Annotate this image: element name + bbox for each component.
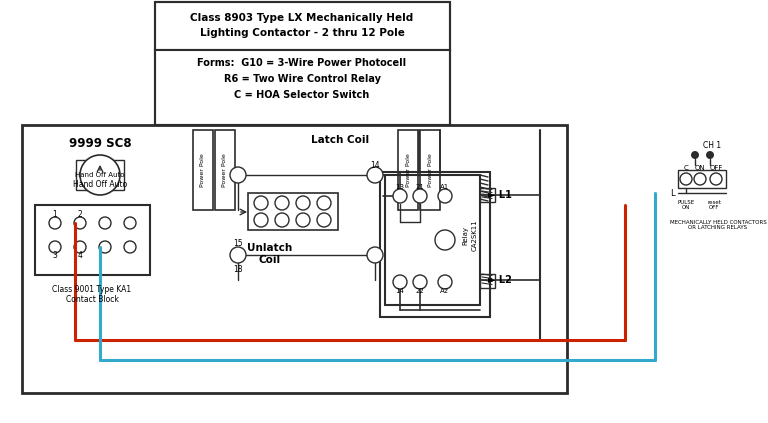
Text: C = HOA Selector Switch: C = HOA Selector Switch (234, 90, 369, 100)
Bar (398, 130, 418, 210)
Bar (480, 274, 495, 288)
Circle shape (317, 213, 331, 227)
Bar (248, 193, 338, 230)
Bar (420, 130, 440, 210)
Text: L: L (670, 189, 675, 198)
Text: 3: 3 (52, 252, 58, 261)
Bar (155, 2, 450, 50)
Bar (678, 170, 726, 188)
Text: 13: 13 (396, 184, 405, 190)
Text: R6 = Two Wire Control Relay: R6 = Two Wire Control Relay (223, 74, 380, 84)
Text: Power Pole: Power Pole (200, 153, 206, 187)
Circle shape (706, 151, 714, 159)
Bar (22, 125, 567, 393)
Text: OFF: OFF (710, 165, 723, 171)
Text: Power Pole: Power Pole (406, 153, 411, 187)
Circle shape (413, 189, 427, 203)
Text: MECHANICALLY HELD CONTACTORS
OR LATCHING RELAYS: MECHANICALLY HELD CONTACTORS OR LATCHING… (670, 220, 766, 231)
Text: Latch Coil: Latch Coil (311, 135, 369, 145)
Text: ON: ON (695, 165, 705, 171)
Text: 14: 14 (370, 160, 380, 170)
Circle shape (438, 275, 452, 289)
Circle shape (74, 241, 86, 253)
Circle shape (230, 167, 246, 183)
Text: C: C (684, 165, 688, 171)
Circle shape (317, 196, 331, 210)
Circle shape (393, 189, 407, 203)
Circle shape (710, 173, 722, 185)
Text: 2: 2 (78, 209, 82, 219)
Bar (380, 172, 490, 317)
Bar (215, 130, 235, 210)
Bar (76, 160, 124, 190)
Circle shape (99, 241, 111, 253)
Text: Forms:  G10 = 3-Wire Power Photocell: Forms: G10 = 3-Wire Power Photocell (197, 58, 406, 68)
Circle shape (393, 275, 407, 289)
Text: 4: 4 (78, 252, 82, 261)
Circle shape (80, 155, 120, 195)
Bar (480, 188, 495, 202)
Text: Power Pole: Power Pole (223, 153, 227, 187)
Bar (35, 205, 150, 275)
Text: 15: 15 (233, 239, 243, 247)
Circle shape (74, 217, 86, 229)
Text: A1: A1 (440, 184, 449, 190)
Bar (155, 50, 450, 125)
Text: Relay: Relay (462, 225, 468, 244)
Circle shape (413, 275, 427, 289)
Circle shape (694, 173, 706, 185)
Circle shape (367, 247, 383, 263)
Circle shape (49, 217, 61, 229)
Circle shape (49, 241, 61, 253)
Bar (193, 130, 213, 210)
Text: Hand Off Auto: Hand Off Auto (73, 179, 127, 189)
Circle shape (367, 167, 383, 183)
Text: 14: 14 (396, 288, 405, 294)
Text: Power Pole: Power Pole (428, 153, 432, 187)
Text: Unlatch: Unlatch (247, 243, 293, 253)
Text: 21: 21 (415, 184, 425, 190)
Text: reset
OFF: reset OFF (707, 200, 721, 210)
Circle shape (296, 196, 310, 210)
Circle shape (99, 217, 111, 229)
Circle shape (435, 230, 455, 250)
Text: Hand Off Auto: Hand Off Auto (75, 172, 124, 178)
Text: Class 9001 Type KA1
Contact Block: Class 9001 Type KA1 Contact Block (52, 285, 131, 305)
Circle shape (438, 189, 452, 203)
Text: ► L1: ► L1 (488, 190, 512, 200)
Text: 9999 SC8: 9999 SC8 (68, 137, 131, 149)
Circle shape (230, 247, 246, 263)
Text: CH 1: CH 1 (703, 140, 721, 149)
Text: CA2SK11: CA2SK11 (472, 219, 478, 251)
Text: 18: 18 (233, 266, 243, 275)
Text: 22: 22 (415, 288, 425, 294)
Circle shape (296, 213, 310, 227)
Circle shape (275, 196, 289, 210)
Text: A2: A2 (440, 288, 449, 294)
Bar (155, 2, 450, 125)
Circle shape (124, 241, 136, 253)
Circle shape (691, 151, 699, 159)
Circle shape (254, 213, 268, 227)
Text: Coil: Coil (259, 255, 281, 265)
Circle shape (254, 196, 268, 210)
Circle shape (275, 213, 289, 227)
Text: 1: 1 (53, 209, 58, 219)
Circle shape (124, 217, 136, 229)
Text: ► L2: ► L2 (488, 275, 512, 285)
Text: PULSE
ON: PULSE ON (677, 200, 694, 210)
Text: Class 8903 Type LX Mechanically Held: Class 8903 Type LX Mechanically Held (190, 13, 414, 23)
Bar (385, 175, 480, 305)
Circle shape (680, 173, 692, 185)
Text: Lighting Contactor - 2 thru 12 Pole: Lighting Contactor - 2 thru 12 Pole (200, 28, 405, 38)
